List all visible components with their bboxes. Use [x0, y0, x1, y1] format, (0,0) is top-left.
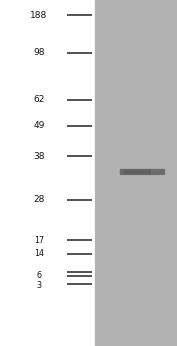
- Text: 98: 98: [33, 48, 45, 57]
- Text: 38: 38: [33, 152, 45, 161]
- Text: 28: 28: [33, 195, 45, 204]
- Bar: [95, 0, 177, 346]
- Text: 62: 62: [33, 95, 45, 104]
- Text: 188: 188: [30, 11, 48, 20]
- FancyBboxPatch shape: [120, 169, 165, 175]
- Text: 49: 49: [33, 121, 45, 130]
- Text: 14: 14: [34, 249, 44, 258]
- Text: 3: 3: [36, 281, 41, 290]
- Text: 6: 6: [36, 271, 41, 280]
- Text: 17: 17: [34, 236, 44, 245]
- FancyBboxPatch shape: [124, 170, 151, 174]
